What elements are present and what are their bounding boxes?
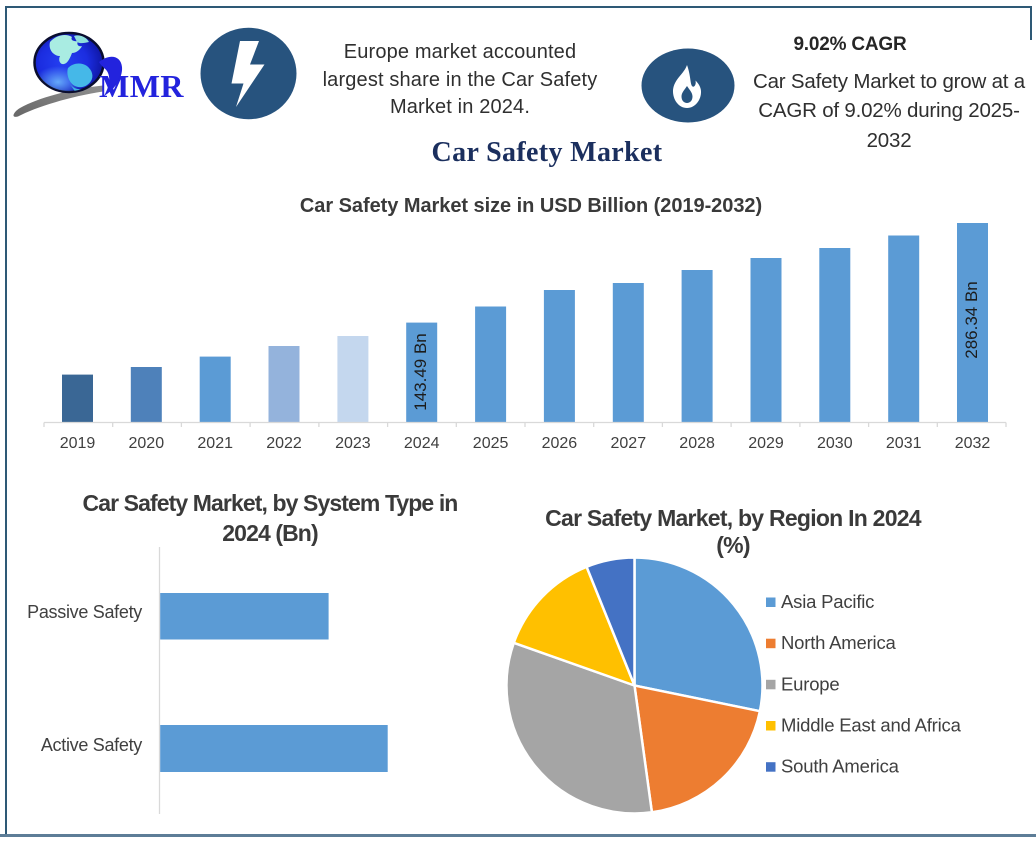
svg-text:2027: 2027 bbox=[611, 435, 647, 452]
svg-text:2026: 2026 bbox=[542, 435, 578, 452]
svg-text:2020: 2020 bbox=[129, 435, 165, 452]
svg-text:2024: 2024 bbox=[404, 435, 440, 452]
svg-text:Middle East and Africa: Middle East and Africa bbox=[781, 715, 962, 736]
svg-text:2025: 2025 bbox=[473, 435, 509, 452]
svg-text:North America: North America bbox=[781, 632, 897, 653]
svg-text:Asia Pacific: Asia Pacific bbox=[781, 591, 874, 612]
svg-text:2032: 2032 bbox=[955, 435, 991, 452]
svg-text:143.49 Bn: 143.49 Bn bbox=[411, 333, 430, 411]
svg-text:2019: 2019 bbox=[60, 435, 96, 452]
svg-text:2023: 2023 bbox=[335, 435, 371, 452]
svg-text:2029: 2029 bbox=[748, 435, 784, 452]
svg-text:2028: 2028 bbox=[679, 435, 715, 452]
svg-text:South America: South America bbox=[781, 756, 900, 777]
svg-text:286.34 Bn: 286.34 Bn bbox=[962, 281, 981, 359]
svg-text:2021: 2021 bbox=[197, 435, 233, 452]
svg-text:2031: 2031 bbox=[886, 435, 922, 452]
svg-text:Europe: Europe bbox=[781, 673, 839, 694]
svg-text:2030: 2030 bbox=[817, 435, 853, 452]
svg-text:MMR: MMR bbox=[99, 68, 184, 104]
svg-text:2022: 2022 bbox=[266, 435, 302, 452]
